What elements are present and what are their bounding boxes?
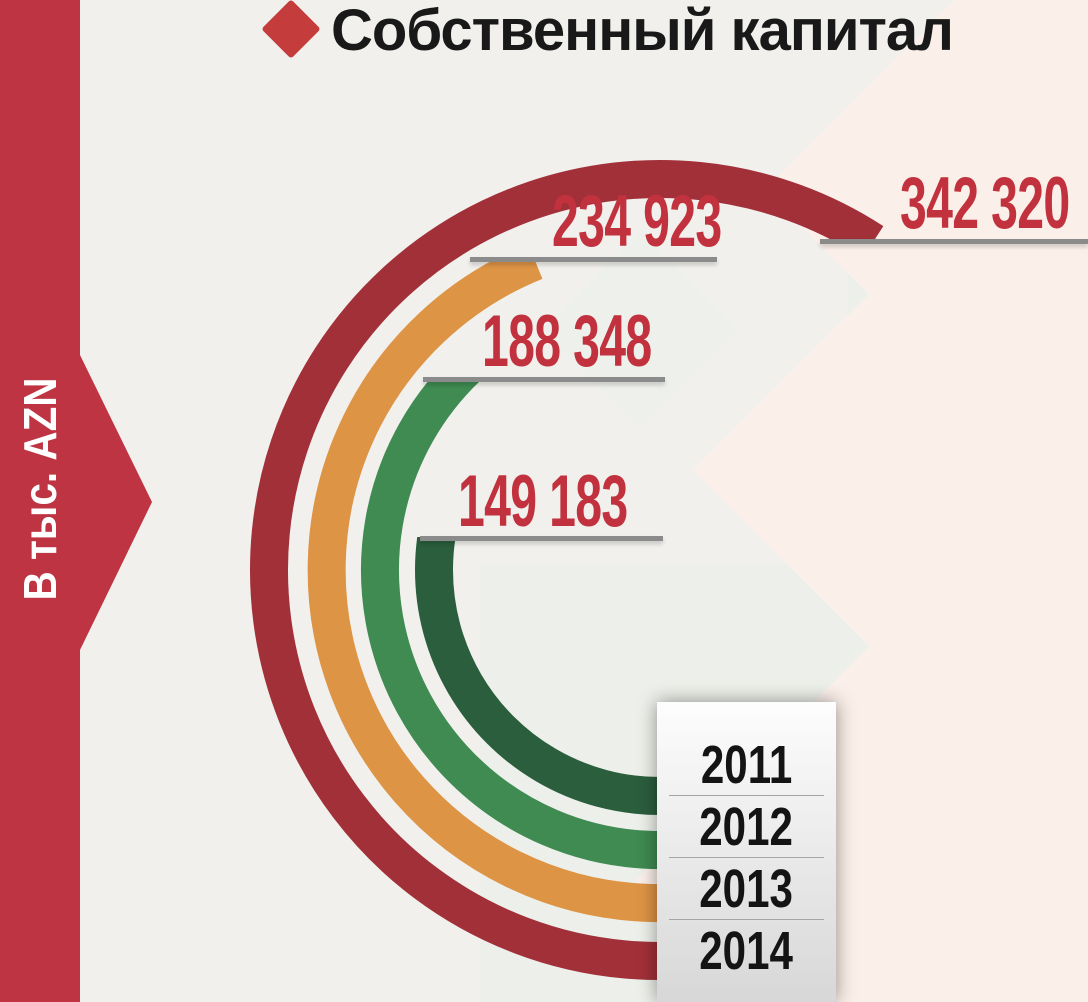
year-label: 2012 [699,796,794,857]
unit-banner-label: В тыс. AZN [14,377,66,601]
page-title: Собственный капитал [331,0,954,63]
year-label: 2013 [699,858,794,919]
callout-rule-2011 [420,536,663,541]
value-label-2013: 234 923 [552,181,722,262]
arc-2014 [250,160,884,980]
value-label-2012: 188 348 [482,301,652,382]
value-label-2011: 149 183 [458,461,628,542]
callout-rule-2014 [820,239,1088,244]
callout-rule-2012 [423,377,665,382]
year-legend-panel: 2011 2012 2013 2014 [657,702,836,1002]
year-legend-item-2013: 2013 [657,858,836,919]
year-legend-item-2012: 2012 [657,796,836,857]
legend-divider [669,795,824,796]
legend-divider [669,919,824,920]
arc-2013 [307,243,769,923]
arc-2012 [360,347,738,870]
year-legend-item-2014: 2014 [657,920,836,981]
arc-2011 [415,506,724,815]
callout-rule-2013 [470,257,717,262]
legend-divider [669,857,824,858]
year-legend-item-2011: 2011 [657,734,836,795]
year-label: 2011 [700,734,793,795]
value-label-2014: 342 320 [900,163,1070,244]
year-label: 2014 [699,920,794,981]
